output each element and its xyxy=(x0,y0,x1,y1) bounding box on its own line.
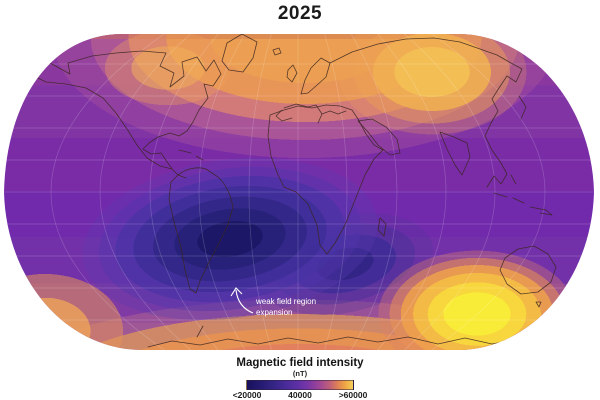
world-magnetic-intensity-map: weak field region expansion xyxy=(4,34,594,350)
strong-field-blob-south xyxy=(365,242,589,350)
colorbar-ticks: <20000 40000 >60000 xyxy=(233,389,368,400)
tick-high: >60000 xyxy=(338,389,368,400)
coast-north-america xyxy=(29,50,222,179)
annotation-arrowhead-icon xyxy=(230,287,243,297)
canada-strong-patch xyxy=(63,34,273,130)
coast-south-america xyxy=(168,167,234,294)
weak-field-blob xyxy=(66,148,394,330)
graticule xyxy=(4,34,594,350)
coast-arabia xyxy=(357,118,401,156)
coast-asia xyxy=(329,37,527,188)
legend: Magnetic field intensity (nT) <20000 400… xyxy=(0,357,600,400)
north-edge-band xyxy=(4,34,594,39)
colorbar-gradient xyxy=(246,379,354,390)
coast-australia xyxy=(499,245,585,310)
year-title: 2025 xyxy=(277,3,323,24)
tick-low: <20000 xyxy=(232,389,262,400)
coastlines xyxy=(29,34,585,348)
coast-greenland xyxy=(221,34,282,73)
map-projection xyxy=(4,34,594,350)
tick-mid: 40000 xyxy=(288,389,312,400)
coast-africa xyxy=(267,104,387,255)
siberia-strong-blob xyxy=(314,34,550,150)
legend-title: Magnetic field intensity xyxy=(236,357,364,369)
coast-indonesia xyxy=(493,192,553,216)
annotation-arrow-icon xyxy=(235,289,254,314)
legend-unit: (nT) xyxy=(292,369,308,379)
weak-field-annotation: weak field region expansion xyxy=(230,287,316,317)
coast-antarctica xyxy=(147,325,519,348)
annotation-line1: weak field region xyxy=(255,297,316,306)
annotation-line2: expansion xyxy=(256,308,292,317)
